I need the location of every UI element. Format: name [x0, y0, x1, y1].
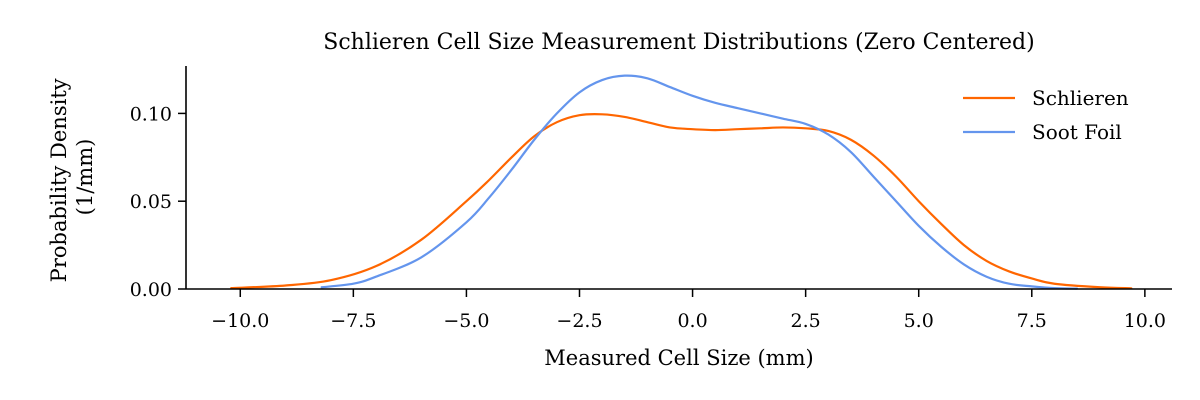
y-axis-label: Probability Density (1/mm) [47, 72, 97, 283]
y-tick-label: 0.05 [130, 191, 172, 213]
x-axis-label: Measured Cell Size (mm) [544, 346, 813, 370]
x-tick-label: 10.0 [1124, 310, 1166, 332]
y-ticks: 0.00 0.05 0.10 [130, 103, 186, 301]
y-axis-label-line-2: (1/mm) [73, 139, 97, 216]
x-tick-label: −5.0 [443, 310, 489, 332]
legend: Schlieren Soot Foil [963, 86, 1129, 144]
x-tick-label: −2.5 [556, 310, 602, 332]
x-tick-label: 2.5 [791, 310, 821, 332]
chart-title: Schlieren Cell Size Measurement Distribu… [323, 30, 1034, 55]
x-tick-label: 0.0 [677, 310, 707, 332]
series-line-schlieren [230, 112, 1133, 290]
plot-area [230, 74, 1133, 290]
legend-label-soot-foil: Soot Foil [1032, 120, 1122, 144]
series-line-soot-foil [320, 74, 1079, 290]
x-ticks: −10.0 −7.5 −5.0 −2.5 0.0 2.5 5.0 7.5 10.0 [211, 289, 1166, 332]
y-tick-label: 0.10 [130, 103, 172, 125]
x-tick-label: −7.5 [330, 310, 376, 332]
y-tick-label: 0.00 [130, 279, 172, 301]
x-tick-label: 5.0 [904, 310, 934, 332]
y-axis-label-line-1: Probability Density [47, 78, 71, 282]
legend-label-schlieren: Schlieren [1032, 86, 1129, 110]
x-tick-label: 7.5 [1017, 310, 1047, 332]
x-tick-label: −10.0 [211, 310, 269, 332]
